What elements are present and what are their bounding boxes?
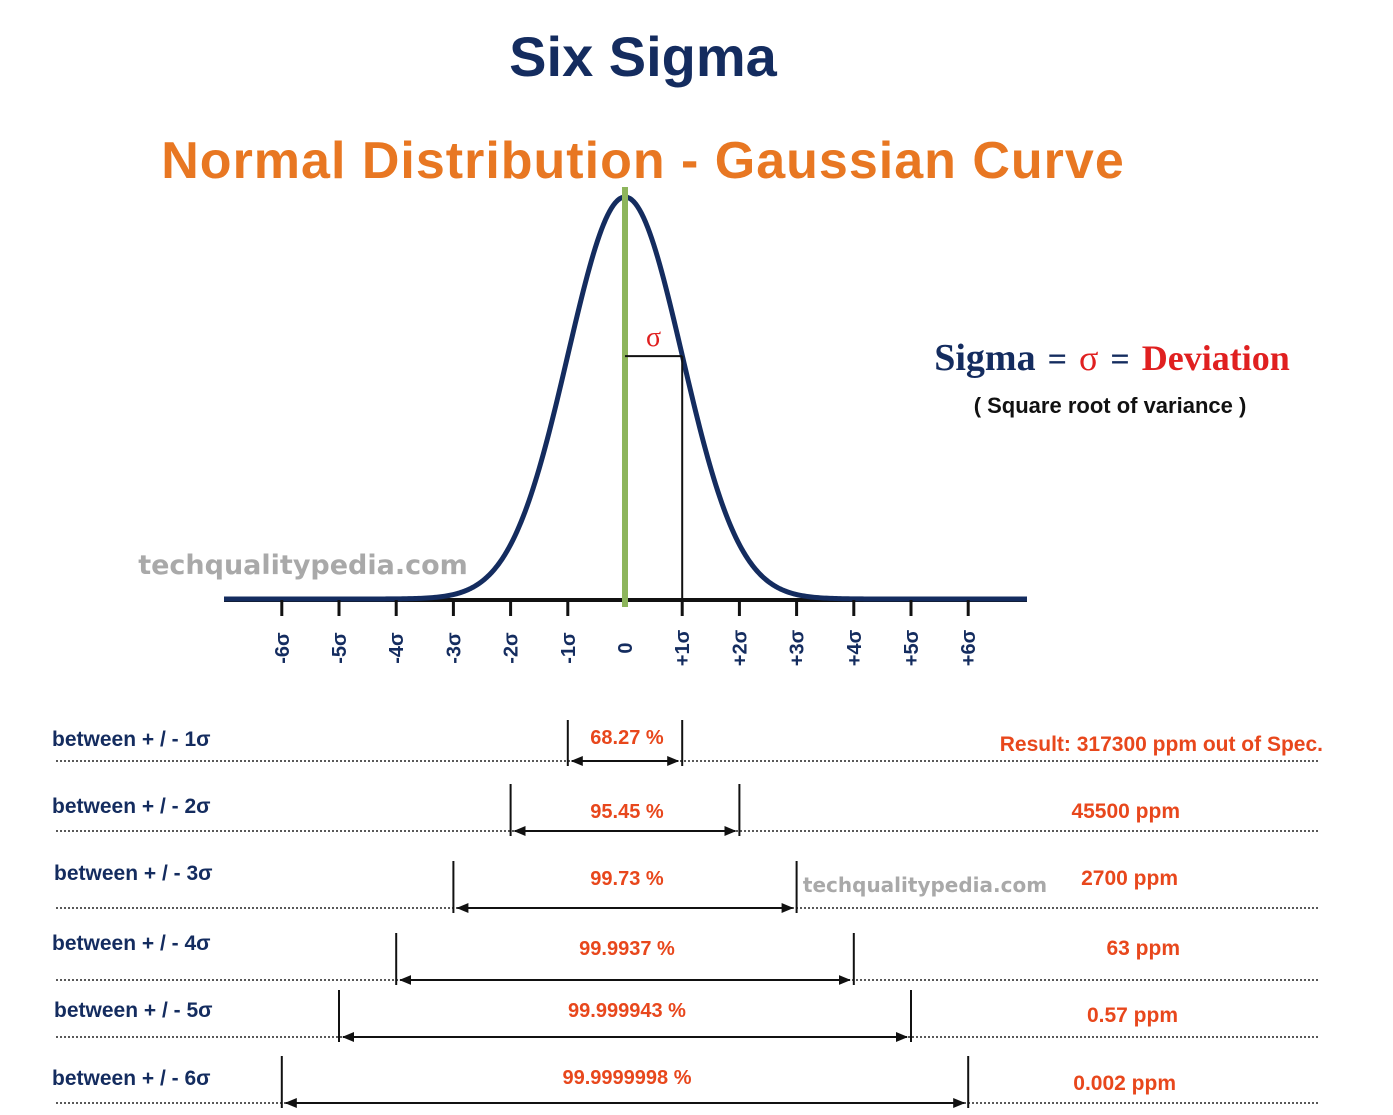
tick-label: -5σ: [329, 632, 351, 664]
chart-subtitle: Normal Distribution - Gaussian Curve: [161, 132, 1125, 190]
tick-label: +6σ: [958, 629, 980, 666]
ppm-value: 45500 ppm: [1071, 800, 1180, 823]
tick-label: 0: [615, 642, 637, 653]
row-label: between + / - 4σ: [52, 932, 211, 955]
equals-sign: =: [1048, 341, 1067, 378]
tick-label: +5σ: [901, 629, 923, 666]
deviation-word: Deviation: [1142, 338, 1290, 378]
coverage-percent: 99.9937 %: [579, 938, 675, 960]
sigma-symbol: σ: [1079, 338, 1098, 378]
page-title: Six Sigma: [509, 25, 778, 88]
row-label: between + / - 5σ: [54, 999, 213, 1022]
row-label: between + / - 6σ: [52, 1067, 211, 1090]
tick-label: -3σ: [443, 632, 465, 664]
tick-label: +4σ: [844, 629, 866, 666]
row-label: between + / - 1σ: [52, 728, 211, 751]
x-axis-ticks: -6σ -5σ -4σ -3σ -2σ -1σ 0 +1σ +2σ +3σ +4σ +5σ +6σ: [272, 600, 980, 666]
sigma-mark-label: σ: [646, 322, 661, 353]
row-label: between + / - 2σ: [52, 795, 211, 818]
tick-label: -6σ: [272, 632, 294, 664]
sigma-row: between + / - 6σ 99.9999998 % 0.002 ppm: [52, 1056, 1318, 1108]
tick-label: -2σ: [501, 632, 523, 664]
watermark: techqualitypedia.com: [138, 550, 468, 581]
tick-label: +1σ: [672, 629, 694, 666]
ppm-value: 63 ppm: [1106, 937, 1180, 960]
sigma-row: between + / - 1σ 68.27 % Result: 317300 pp…: [52, 720, 1323, 766]
coverage-percent: 99.9999998 %: [562, 1067, 691, 1089]
ppm-value: Result: 317300 ppm out of Spec.: [1000, 733, 1323, 756]
sigma-row: between + / - 4σ 99.9937 % 63 ppm: [52, 932, 1318, 985]
sigma-word: Sigma: [934, 337, 1035, 379]
tick-label: +2σ: [729, 629, 751, 666]
equals-sign-2: =: [1110, 341, 1129, 378]
tick-label: -1σ: [558, 632, 580, 664]
coverage-percent: 68.27 %: [590, 727, 664, 749]
tick-label: +3σ: [787, 629, 809, 666]
watermark-2: techqualitypedia.com: [803, 873, 1047, 897]
coverage-percent: 99.73 %: [590, 868, 664, 890]
row-label: between + / - 3σ: [54, 862, 213, 885]
sigma-definition: Sigma = σ = Deviation: [934, 337, 1290, 379]
sigma-row: between + / - 3σ 99.73 % 2700 ppm: [54, 861, 1318, 913]
ppm-value: 0.57 ppm: [1087, 1004, 1178, 1027]
ppm-value: 2700 ppm: [1081, 867, 1178, 890]
gaussian-chart: σ: [223, 187, 1028, 607]
sigma-row: between + / - 5σ 99.999943 % 0.57 ppm: [54, 990, 1318, 1042]
coverage-percent: 95.45 %: [590, 801, 664, 823]
ppm-value: 0.002 ppm: [1073, 1072, 1176, 1095]
coverage-percent: 99.999943 %: [568, 1000, 686, 1022]
tick-label: -4σ: [386, 632, 408, 664]
sigma-row: between + / - 2σ 95.45 % 45500 ppm: [52, 784, 1318, 836]
variance-note: ( Square root of variance ): [974, 393, 1247, 418]
sigma-range-table: between + / - 1σ 68.27 % Result: 317300 pp…: [52, 720, 1323, 1108]
